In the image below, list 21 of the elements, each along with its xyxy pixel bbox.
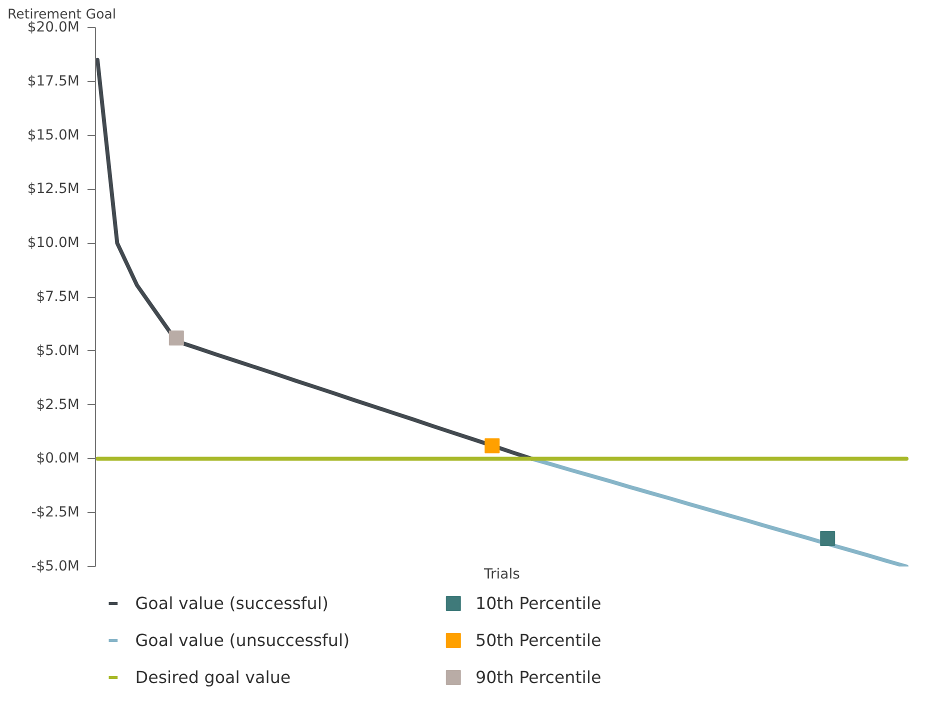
y-tick-label: -$2.5M bbox=[31, 504, 80, 521]
point bbox=[820, 530, 836, 546]
legend-label: 50th Percentile bbox=[475, 631, 602, 650]
y-tick-label: $15.0M bbox=[27, 127, 80, 144]
y-tick-label: $5.0M bbox=[36, 342, 80, 359]
point bbox=[168, 330, 184, 346]
legend-label: Goal value (successful) bbox=[135, 594, 328, 613]
y-tick-label: $12.5M bbox=[27, 181, 80, 198]
y-tick-label: -$5.0M bbox=[31, 558, 80, 574]
legend-label: 90th Percentile bbox=[475, 668, 602, 687]
y-tick-label: $0.0M bbox=[36, 450, 80, 467]
x-axis-title: Trials bbox=[483, 566, 520, 582]
y-tick-label: $20.0M bbox=[27, 20, 80, 36]
legend-label: Goal value (unsuccessful) bbox=[135, 631, 350, 650]
y-tick-label: $7.5M bbox=[36, 289, 80, 305]
point bbox=[484, 438, 500, 454]
y-tick-label: $2.5M bbox=[36, 396, 80, 413]
y-tick-label: $10.0M bbox=[27, 235, 80, 252]
legend-label: 10th Percentile bbox=[475, 594, 602, 613]
legend-label: Desired goal value bbox=[135, 668, 291, 687]
y-tick-label: $17.5M bbox=[27, 73, 80, 90]
